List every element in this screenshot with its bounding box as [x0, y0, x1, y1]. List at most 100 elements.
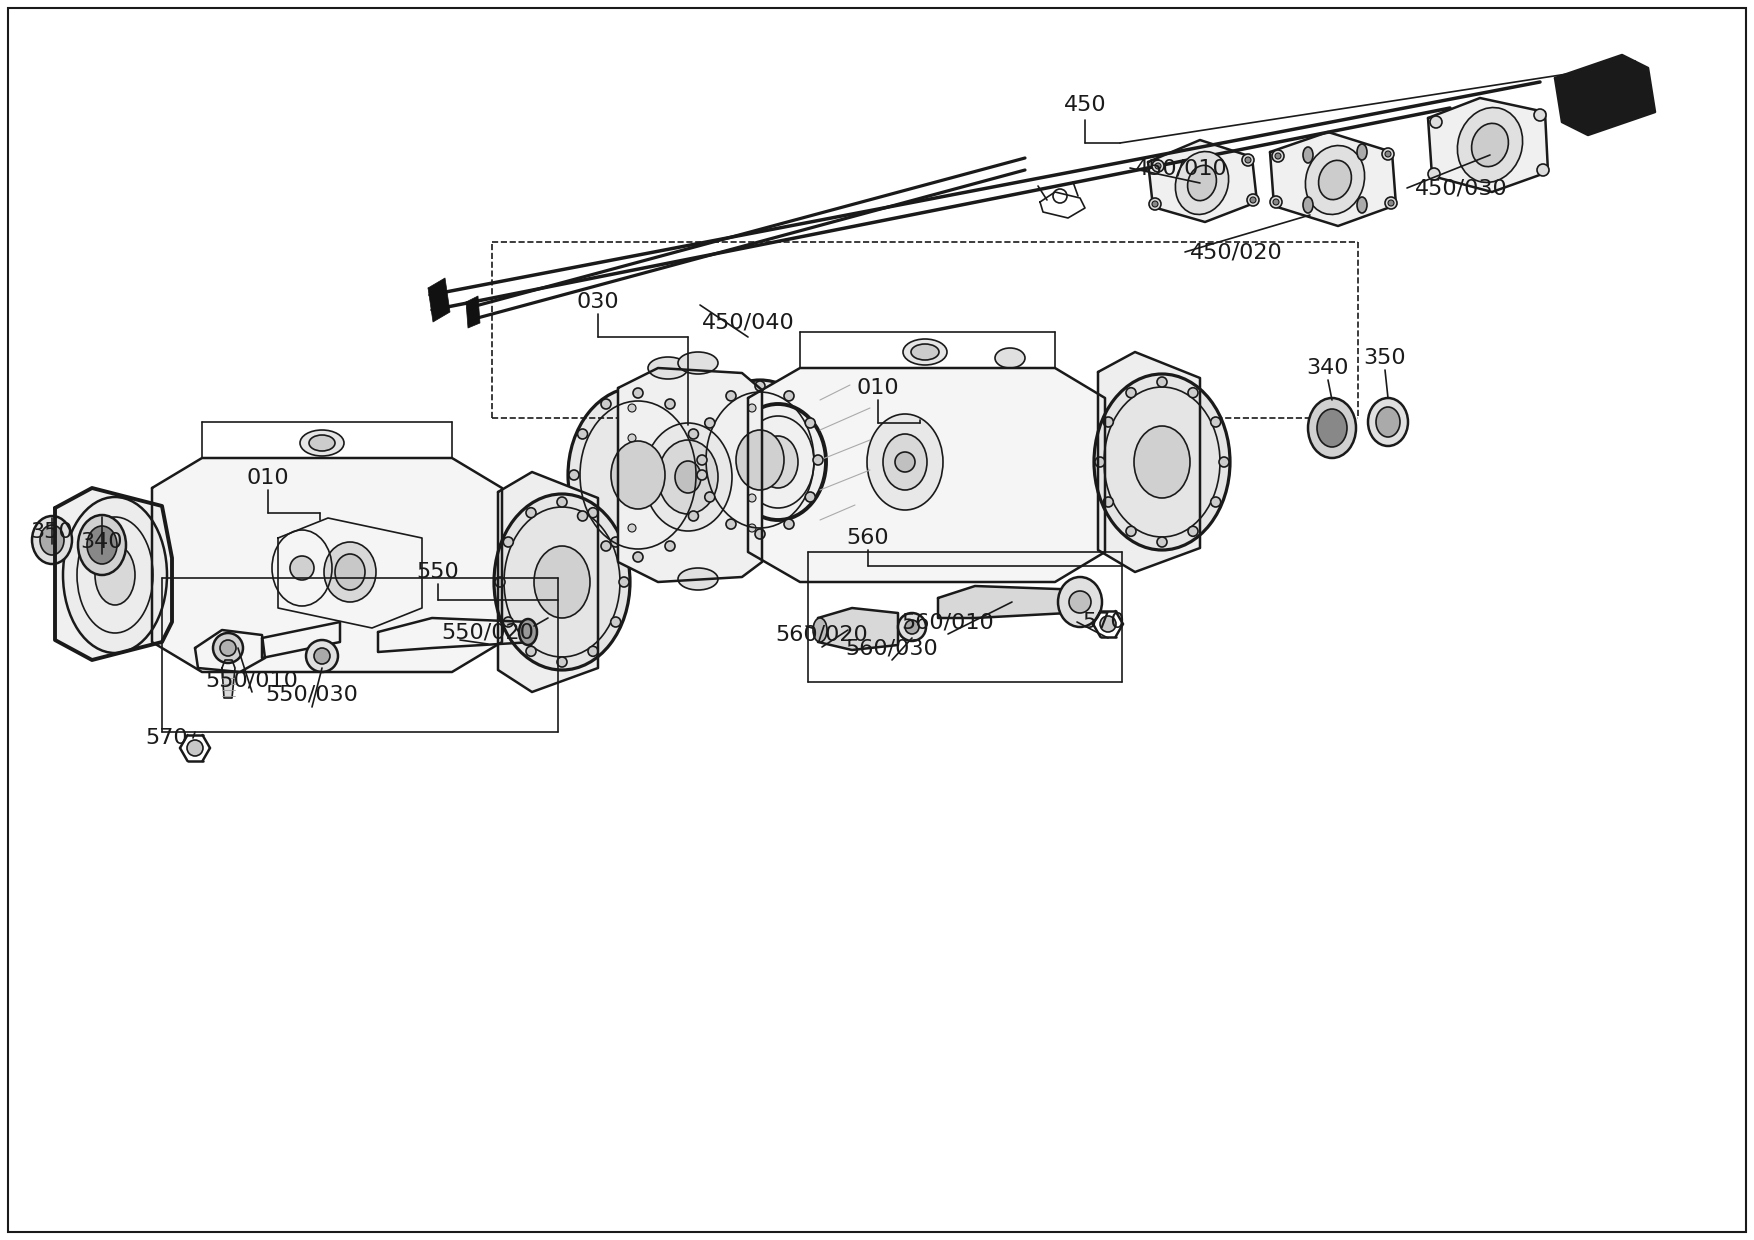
Ellipse shape	[644, 423, 731, 531]
Circle shape	[1154, 162, 1161, 169]
Ellipse shape	[1303, 197, 1314, 213]
Circle shape	[289, 556, 314, 580]
Polygon shape	[1428, 98, 1549, 192]
Circle shape	[1187, 388, 1198, 398]
Polygon shape	[467, 296, 481, 329]
Circle shape	[503, 537, 514, 547]
Ellipse shape	[88, 526, 118, 564]
Circle shape	[688, 511, 698, 521]
Circle shape	[1100, 616, 1116, 632]
Ellipse shape	[658, 440, 717, 515]
Text: 450/010: 450/010	[1135, 157, 1228, 179]
Circle shape	[526, 507, 537, 518]
Ellipse shape	[758, 436, 798, 489]
Text: 350: 350	[1363, 348, 1407, 368]
Circle shape	[628, 434, 637, 441]
Ellipse shape	[905, 620, 919, 634]
Ellipse shape	[300, 430, 344, 456]
Text: 560/020: 560/020	[775, 625, 868, 645]
Text: 450/030: 450/030	[1415, 179, 1508, 198]
Text: 010: 010	[856, 378, 900, 398]
Polygon shape	[195, 630, 265, 672]
Ellipse shape	[1094, 374, 1230, 551]
Ellipse shape	[679, 568, 717, 590]
Circle shape	[805, 492, 816, 502]
Circle shape	[610, 618, 621, 627]
Ellipse shape	[335, 554, 365, 590]
Ellipse shape	[1305, 145, 1365, 215]
Circle shape	[1251, 197, 1256, 203]
Polygon shape	[277, 518, 423, 627]
Circle shape	[628, 525, 637, 532]
Ellipse shape	[77, 515, 126, 575]
Circle shape	[1535, 109, 1545, 122]
Circle shape	[628, 464, 637, 472]
Ellipse shape	[898, 613, 926, 641]
Ellipse shape	[95, 546, 135, 605]
Ellipse shape	[675, 461, 702, 494]
Polygon shape	[817, 608, 898, 650]
Circle shape	[754, 381, 765, 391]
Polygon shape	[1556, 55, 1656, 135]
Ellipse shape	[519, 619, 537, 645]
Polygon shape	[1149, 140, 1258, 222]
Circle shape	[1158, 537, 1166, 547]
Circle shape	[705, 418, 716, 428]
Text: 340: 340	[81, 532, 123, 552]
Ellipse shape	[63, 497, 167, 653]
Circle shape	[610, 537, 621, 547]
Circle shape	[628, 494, 637, 502]
Ellipse shape	[1175, 151, 1228, 215]
Circle shape	[1387, 200, 1394, 206]
Ellipse shape	[568, 387, 709, 563]
Ellipse shape	[1458, 108, 1522, 182]
Text: 340: 340	[1307, 358, 1349, 378]
Ellipse shape	[314, 649, 330, 663]
Circle shape	[495, 577, 505, 587]
Circle shape	[1430, 117, 1442, 128]
Ellipse shape	[1358, 144, 1366, 160]
Circle shape	[1210, 417, 1221, 427]
Ellipse shape	[737, 430, 784, 490]
Circle shape	[1068, 591, 1091, 613]
Circle shape	[805, 418, 816, 428]
Text: 030: 030	[577, 291, 619, 312]
Circle shape	[1094, 458, 1105, 467]
Ellipse shape	[866, 414, 944, 510]
Text: 560: 560	[847, 528, 889, 548]
Text: 550/020: 550/020	[442, 622, 535, 642]
Ellipse shape	[305, 640, 339, 672]
Ellipse shape	[882, 434, 928, 490]
Ellipse shape	[995, 348, 1024, 368]
Circle shape	[1158, 377, 1166, 387]
Circle shape	[688, 429, 698, 439]
Text: 560/030: 560/030	[845, 639, 938, 658]
Circle shape	[784, 520, 795, 529]
Circle shape	[747, 434, 756, 441]
Text: 450/020: 450/020	[1189, 242, 1282, 262]
Ellipse shape	[730, 404, 826, 520]
Circle shape	[814, 455, 823, 465]
Circle shape	[1245, 157, 1251, 162]
Circle shape	[602, 399, 610, 409]
Text: 450: 450	[1063, 95, 1107, 115]
Circle shape	[747, 464, 756, 472]
Ellipse shape	[814, 618, 826, 642]
Circle shape	[1386, 151, 1391, 157]
Ellipse shape	[32, 516, 72, 564]
Ellipse shape	[903, 339, 947, 365]
Circle shape	[1210, 497, 1221, 507]
Polygon shape	[938, 587, 1087, 618]
Text: 550/030: 550/030	[265, 684, 358, 706]
Circle shape	[726, 391, 737, 401]
Polygon shape	[747, 368, 1105, 582]
Text: 350: 350	[30, 522, 74, 542]
Polygon shape	[617, 368, 761, 582]
Circle shape	[665, 399, 675, 409]
Ellipse shape	[647, 357, 688, 379]
Circle shape	[1126, 388, 1137, 398]
Polygon shape	[428, 278, 451, 322]
Circle shape	[212, 632, 244, 663]
Circle shape	[588, 646, 598, 656]
Text: 560/010: 560/010	[902, 613, 995, 632]
